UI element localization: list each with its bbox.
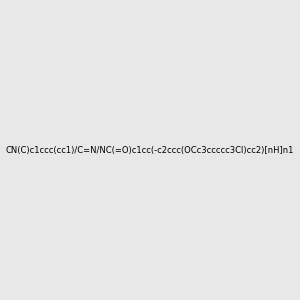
Text: CN(C)c1ccc(cc1)/C=N/NC(=O)c1cc(-c2ccc(OCc3ccccc3Cl)cc2)[nH]n1: CN(C)c1ccc(cc1)/C=N/NC(=O)c1cc(-c2ccc(OC… xyxy=(6,146,294,154)
